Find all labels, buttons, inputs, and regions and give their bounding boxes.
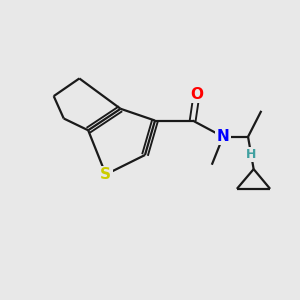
Text: S: S	[100, 167, 111, 182]
Text: O: O	[190, 87, 203, 102]
Text: N: N	[217, 129, 230, 144]
Text: H: H	[246, 148, 256, 161]
